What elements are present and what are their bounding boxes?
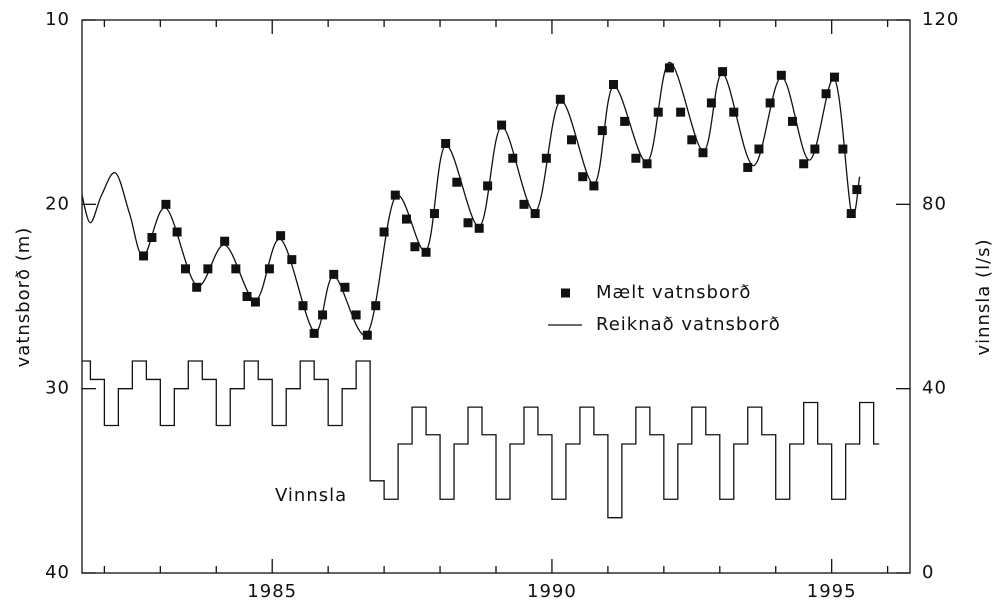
marker <box>192 282 202 292</box>
marker <box>421 247 431 257</box>
x-tick-label: 1995 <box>807 581 857 602</box>
marker <box>231 264 241 274</box>
marker <box>838 144 848 154</box>
legend-label: Reiknað vatnsborð <box>596 314 781 335</box>
step-line <box>82 360 880 519</box>
marker <box>530 209 540 219</box>
marker <box>687 135 697 145</box>
marker <box>729 107 739 117</box>
marker <box>620 116 630 126</box>
y-tick-label: 10 <box>45 9 70 30</box>
marker <box>589 181 599 191</box>
marker <box>340 282 350 292</box>
marker <box>698 148 708 158</box>
marker <box>765 98 775 108</box>
series-label: Vinnsla <box>275 485 347 506</box>
legend-marker <box>561 288 570 298</box>
y2-tick-label: 120 <box>922 9 959 30</box>
marker <box>309 328 319 338</box>
marker <box>250 297 260 307</box>
marker <box>401 214 411 224</box>
marker <box>706 98 716 108</box>
marker <box>264 264 274 274</box>
x-tick-label: 1990 <box>527 581 577 602</box>
marker <box>242 292 252 301</box>
y-axis-label: vatnsborð (m) <box>13 227 34 368</box>
marker <box>743 162 753 172</box>
marker <box>852 185 862 195</box>
marker <box>776 70 786 80</box>
marker <box>788 116 798 126</box>
marker <box>287 255 297 265</box>
y-tick-label: 30 <box>45 378 70 399</box>
y-tick-label: 40 <box>45 562 70 583</box>
y2-tick-label: 40 <box>922 378 947 399</box>
legend-label: Mælt vatnsborð <box>596 282 751 303</box>
marker <box>497 120 507 130</box>
y2-tick-label: 0 <box>922 562 934 583</box>
y2-axis-label: vinnsla (l/s) <box>973 238 994 355</box>
marker <box>452 177 462 187</box>
marker <box>676 107 686 117</box>
marker <box>821 89 831 99</box>
marker <box>508 153 518 163</box>
marker <box>329 269 339 279</box>
marker <box>220 236 230 246</box>
marker <box>555 94 565 104</box>
marker <box>578 172 588 182</box>
marker <box>608 80 618 90</box>
marker <box>429 209 439 219</box>
marker <box>631 153 641 163</box>
marker <box>362 330 372 340</box>
marker <box>664 63 674 73</box>
marker <box>754 144 764 154</box>
y-tick-label: 20 <box>45 193 70 214</box>
marker <box>718 67 728 77</box>
marker <box>642 159 652 169</box>
y2-tick-label: 80 <box>922 193 947 214</box>
marker <box>390 190 400 200</box>
marker <box>181 264 190 274</box>
marker <box>829 72 839 82</box>
marker <box>441 139 451 149</box>
marker <box>463 218 473 228</box>
marker <box>567 135 577 145</box>
marker <box>276 231 286 241</box>
marker <box>410 242 420 252</box>
line <box>81 61 861 336</box>
marker <box>203 264 213 274</box>
marker <box>161 199 171 209</box>
marker <box>541 153 551 163</box>
x-tick-label: 1985 <box>247 581 297 602</box>
marker <box>474 223 484 233</box>
marker <box>351 310 361 320</box>
marker <box>483 181 493 191</box>
marker <box>379 227 389 237</box>
marker <box>799 159 809 169</box>
marker <box>597 126 607 136</box>
marker <box>519 199 529 209</box>
